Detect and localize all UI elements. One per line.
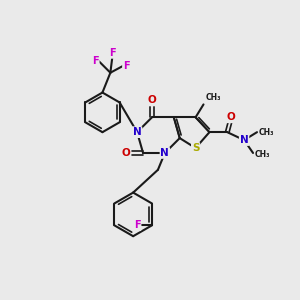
Text: F: F (92, 56, 99, 66)
Text: CH₃: CH₃ (206, 93, 221, 102)
Text: CH₃: CH₃ (255, 151, 271, 160)
Text: O: O (148, 95, 156, 106)
Text: N: N (160, 148, 169, 158)
Text: S: S (192, 143, 199, 153)
Text: CH₃: CH₃ (259, 128, 274, 137)
Text: F: F (134, 220, 140, 230)
Text: O: O (227, 112, 236, 122)
Text: N: N (240, 135, 248, 145)
Text: F: F (109, 48, 116, 58)
Text: O: O (122, 148, 130, 158)
Text: F: F (123, 61, 130, 71)
Text: N: N (133, 127, 142, 137)
